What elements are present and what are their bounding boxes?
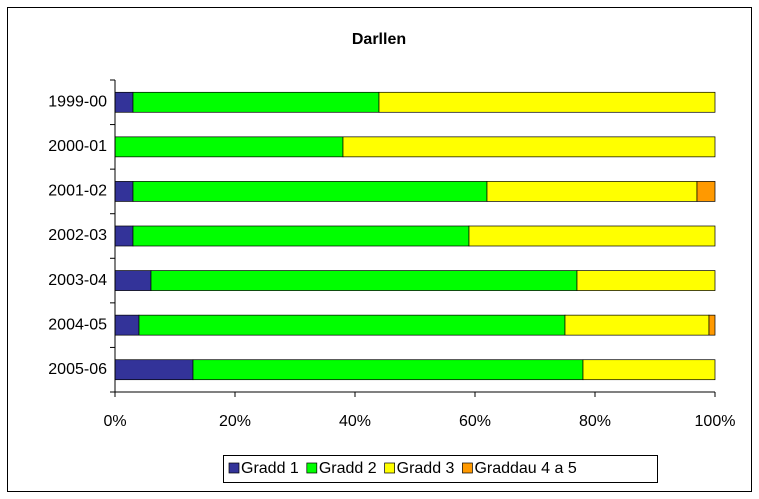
y-tick-label: 2003-04 <box>48 272 107 289</box>
bar-segment <box>114 314 140 336</box>
x-tick-label: 40% <box>339 413 371 430</box>
legend-label: Graddau 4 a 5 <box>474 460 576 477</box>
bar-segment <box>114 359 194 381</box>
legend-swatch <box>306 462 318 474</box>
bar-segment <box>342 136 716 158</box>
y-tick-label: 2000-01 <box>48 138 107 155</box>
bar-segment <box>192 359 584 381</box>
y-tick-label: 1999-00 <box>48 94 107 111</box>
legend-label: Gradd 2 <box>319 460 377 477</box>
bar-segment <box>114 136 344 158</box>
legend-swatch <box>228 462 240 474</box>
bar-segment <box>132 91 380 113</box>
y-tick-label: 2004-05 <box>48 316 107 333</box>
bar-segment <box>114 270 152 291</box>
bar-segment <box>468 225 716 247</box>
x-tick-label: 20% <box>219 413 251 430</box>
bar-segment <box>138 314 566 336</box>
x-tick-label: 80% <box>579 413 611 430</box>
bar-segment <box>114 91 134 113</box>
bar-segment <box>582 359 716 381</box>
legend-label: Gradd 3 <box>397 460 455 477</box>
bar-segment <box>708 314 716 336</box>
legend-swatch <box>462 462 473 474</box>
y-tick-label: 2002-03 <box>48 227 107 244</box>
bar-segment <box>150 270 578 291</box>
legend-label: Gradd 1 <box>241 460 299 477</box>
x-tick-label: 100% <box>695 413 736 430</box>
y-tick-label: 2001-02 <box>48 183 107 200</box>
bar-segment <box>114 225 134 247</box>
chart-title: Darllen <box>352 31 406 48</box>
bar-segment <box>132 225 470 247</box>
legend-swatch <box>384 462 395 474</box>
bar-segment <box>114 181 134 202</box>
bar-segment <box>132 181 488 202</box>
bar-segment <box>486 181 698 202</box>
bar-segment <box>378 91 716 113</box>
bar-segment <box>576 270 716 291</box>
legend-box <box>223 455 658 483</box>
x-tick-label: 0% <box>103 413 126 430</box>
x-tick-label: 60% <box>459 413 491 430</box>
bar-segment <box>696 181 716 202</box>
chart-border <box>7 7 752 492</box>
bar-segment <box>564 314 710 336</box>
y-tick-label: 2005-06 <box>48 361 107 378</box>
